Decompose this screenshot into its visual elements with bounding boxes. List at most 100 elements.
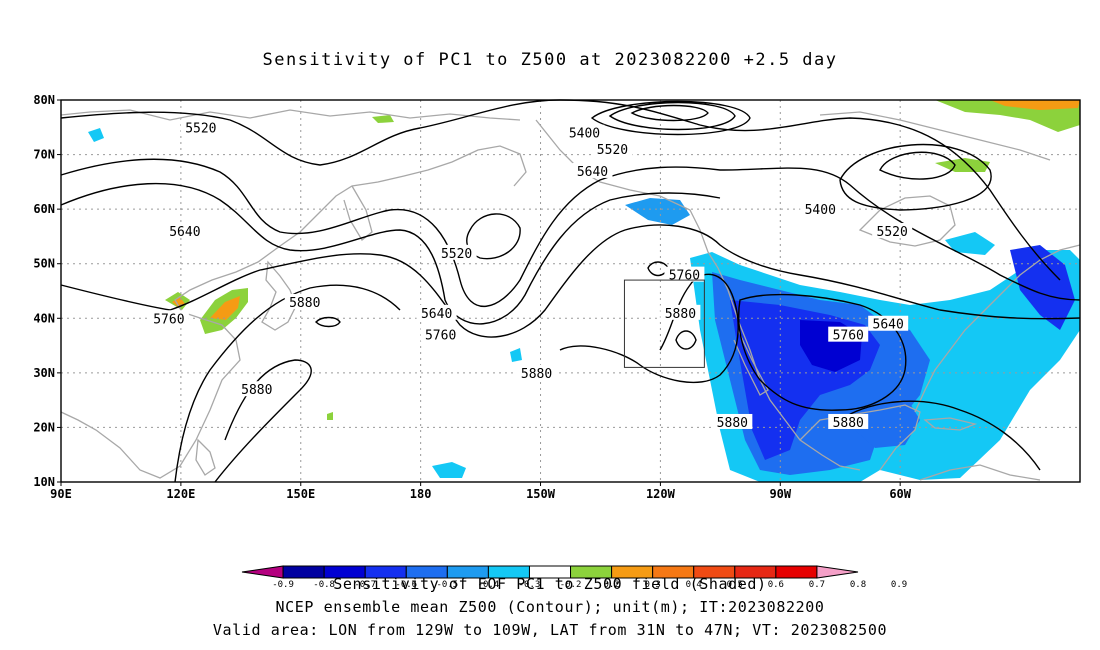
colorbar-tick-label: 0.2: [603, 580, 619, 590]
lon-tick-label: 90W: [769, 487, 791, 501]
coast-baja: [733, 329, 769, 396]
contour-5880-na: [738, 293, 907, 411]
colorbar-segment: [816, 565, 859, 579]
lat-tick-label: 10N: [33, 475, 55, 489]
shade-negative-gulf-alaska: [625, 198, 690, 225]
colorbar-tick-label: -0.6: [395, 580, 417, 590]
lon-tick-label: 90E: [50, 487, 72, 501]
coast-hudson: [858, 195, 956, 247]
contour-label-bg: [148, 310, 189, 326]
contour-label: 5520: [597, 143, 628, 158]
colorbar-tick-label: 0.5: [727, 580, 743, 590]
contour-5640-2: [60, 182, 721, 325]
shade-negative-siberia: [88, 128, 104, 142]
contour-label: 5880: [665, 307, 696, 322]
lon-tick-label: 180: [410, 487, 432, 501]
contour-label: 5640: [421, 307, 452, 322]
coast-arctic-asia: [60, 109, 521, 121]
colorbar-tick-label: 0.7: [809, 580, 825, 590]
contour-5880-west: [174, 284, 401, 483]
lon-tick-label: 120W: [646, 487, 676, 501]
contour-5640-main: [60, 158, 1081, 308]
coast-alaska: [535, 119, 861, 471]
contour-label: 5520: [185, 121, 216, 136]
contour-5400-canada-inner: [879, 151, 956, 180]
contour-label-bg: [572, 162, 613, 178]
shade-positive-pacific-dot: [327, 412, 333, 420]
colorbar-tick-label: -0.7: [354, 580, 376, 590]
shade-negative-gulf: [855, 395, 920, 448]
shade-positive-arctic: [372, 115, 394, 123]
colorbar-tick-label: 0.8: [850, 580, 866, 590]
contour-label: 5640: [169, 225, 200, 240]
contour-label: 5880: [833, 416, 864, 431]
contour-label: 5520: [877, 225, 908, 240]
coast-east-na: [914, 244, 1081, 413]
contour-5400-canada: [839, 143, 992, 211]
valid-area-box: [623, 279, 705, 368]
lat-tick-label: 60N: [33, 202, 55, 216]
shade-positive-hudson: [935, 158, 990, 172]
lat-tick-label: 80N: [33, 93, 55, 107]
contour-label-bg: [284, 293, 325, 309]
contour-label-bg: [180, 119, 221, 135]
contour-label-bg: [420, 326, 461, 342]
chart-title: Sensitivity of PC1 to Z500 at 2023082200…: [262, 50, 838, 70]
contour-label: 5760: [153, 312, 184, 327]
contour-label-bg: [516, 364, 557, 380]
contour-5400-inner: [630, 104, 709, 122]
lat-tick-label: 30N: [33, 366, 55, 380]
contour-5400-polar-low: [590, 100, 751, 136]
shade-negative-north-atlantic: [945, 232, 995, 255]
contour-label: 5520: [441, 247, 472, 262]
lon-tick-label: 120E: [166, 487, 195, 501]
lon-tick-label: 150E: [286, 487, 315, 501]
colorbar-tick-label: -0.5: [436, 580, 458, 590]
contour-5880-cutoff-west: [675, 330, 697, 350]
colorbar-tick-label: 0.3: [645, 580, 661, 590]
colorbar-tick-label: -0.2: [560, 580, 582, 590]
contour-5760-main: [60, 224, 1081, 338]
lat-tick-label: 40N: [33, 311, 55, 325]
contour-label-bg: [712, 413, 753, 429]
contour-label: 5640: [873, 318, 904, 333]
colorbar-tick-label: -0.8: [313, 580, 335, 590]
footer-valid-area-caption: Valid area: LON from 129W to 109W, LAT f…: [212, 621, 888, 639]
contour-5880-caribbean: [839, 400, 1041, 471]
contour-label: 5760: [425, 329, 456, 344]
coast-south-america: [919, 464, 1041, 481]
contour-label-bg: [828, 413, 869, 429]
contour-label-bg: [592, 141, 633, 157]
shade-negative-east-coast: [1010, 245, 1075, 330]
footer-contour-caption: NCEP ensemble mean Z500 (Contour); unit(…: [275, 598, 825, 616]
colorbar: -0.9 -0.8 -0.7 -0.6 -0.5 -0.4 -0.3 -0.2 0.2 0.3 0.…: [241, 565, 907, 590]
colorbar-tick-label: -0.3: [519, 580, 541, 590]
contour-label-bg: [236, 381, 277, 397]
longitude-labels: 90E 120E 150E 180 150W 120W 90W 60W: [50, 482, 912, 501]
shade-negative-baja: [510, 348, 522, 362]
contour-label-bg: [828, 326, 869, 342]
contour-label-bg: [564, 124, 605, 140]
contour-label-bg: [660, 304, 701, 320]
contour-label: 5760: [833, 329, 864, 344]
latitude-labels: 80N 70N 60N 50N 40N 30N 20N 10N: [33, 93, 61, 489]
colorbar-tick-label: 0.9: [891, 580, 907, 590]
contour-label-bg: [664, 266, 705, 282]
colorbar-tick-label: 0.6: [768, 580, 784, 590]
shade-positive-china-orange: [172, 297, 185, 307]
shade-negative-pacific-small: [432, 462, 466, 478]
contour-label-bg: [872, 222, 913, 238]
lon-tick-label: 60W: [889, 487, 911, 501]
contour-label: 5880: [289, 296, 320, 311]
contour-5880-small-low: [315, 316, 341, 328]
contour-label: 5400: [569, 127, 600, 142]
gridlines: [61, 100, 1080, 482]
shade-positive-korea-orange: [210, 296, 240, 320]
contour-label-bg: [868, 315, 909, 331]
map-area: 5520 540055205640540055205640552057605880…: [60, 99, 1081, 483]
coast-arctic-islands: [819, 111, 1051, 161]
lat-tick-label: 50N: [33, 257, 55, 271]
map-frame: [60, 99, 1081, 483]
contour-label: 5640: [577, 165, 608, 180]
